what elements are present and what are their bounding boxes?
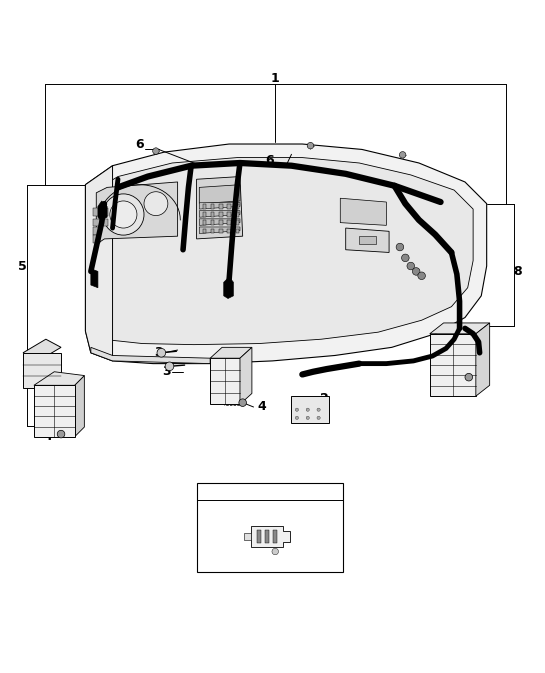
Bar: [219, 229, 222, 233]
Text: 4: 4: [257, 400, 266, 413]
Bar: [219, 221, 222, 225]
Bar: [197, 483, 343, 572]
Circle shape: [399, 151, 406, 158]
Circle shape: [239, 399, 246, 406]
Text: 2: 2: [319, 392, 329, 405]
Polygon shape: [91, 269, 98, 287]
Circle shape: [153, 148, 159, 154]
Text: 3: 3: [154, 347, 163, 359]
Polygon shape: [210, 347, 252, 358]
Circle shape: [144, 192, 168, 215]
Bar: [359, 236, 376, 244]
Text: 6: 6: [265, 153, 274, 167]
Circle shape: [306, 408, 310, 411]
Circle shape: [418, 272, 426, 279]
Polygon shape: [199, 227, 240, 234]
Bar: [101, 219, 108, 226]
Bar: [257, 530, 261, 543]
Bar: [203, 212, 207, 217]
Polygon shape: [86, 144, 487, 363]
Polygon shape: [251, 526, 290, 547]
Bar: [211, 221, 215, 225]
Text: 7: 7: [265, 485, 274, 498]
Text: 4: 4: [43, 430, 52, 444]
Polygon shape: [476, 323, 489, 396]
Bar: [244, 533, 251, 540]
Circle shape: [103, 194, 144, 235]
Bar: [211, 229, 215, 233]
Bar: [219, 212, 222, 217]
Circle shape: [110, 201, 137, 228]
Polygon shape: [223, 277, 233, 299]
Circle shape: [157, 349, 166, 357]
Polygon shape: [199, 211, 240, 217]
Bar: [93, 235, 100, 243]
Circle shape: [407, 262, 415, 270]
Polygon shape: [23, 339, 61, 361]
Bar: [273, 530, 277, 543]
Polygon shape: [86, 166, 113, 361]
Bar: [235, 204, 239, 209]
Text: 4: 4: [477, 365, 486, 378]
Polygon shape: [340, 199, 386, 225]
Bar: [235, 221, 239, 225]
Polygon shape: [430, 323, 489, 334]
Bar: [227, 212, 231, 217]
Text: 6: 6: [135, 137, 144, 151]
Polygon shape: [199, 203, 240, 209]
Bar: [227, 229, 231, 233]
Bar: [203, 221, 207, 225]
Bar: [235, 212, 239, 217]
Circle shape: [295, 416, 299, 419]
Circle shape: [396, 243, 404, 251]
Bar: [93, 227, 100, 235]
Bar: [93, 219, 100, 226]
Circle shape: [402, 254, 409, 262]
Circle shape: [317, 416, 320, 419]
Bar: [23, 353, 61, 388]
Polygon shape: [91, 347, 210, 363]
Bar: [211, 204, 215, 209]
Bar: [203, 229, 207, 233]
Bar: [101, 208, 108, 215]
Circle shape: [317, 408, 320, 411]
Circle shape: [307, 143, 314, 149]
Bar: [34, 386, 75, 437]
Bar: [292, 396, 329, 423]
Bar: [235, 229, 239, 233]
Circle shape: [295, 408, 299, 411]
Text: 5: 5: [17, 260, 26, 273]
Polygon shape: [98, 201, 107, 220]
Polygon shape: [96, 182, 178, 244]
Bar: [265, 530, 269, 543]
Polygon shape: [90, 157, 473, 345]
Text: 3: 3: [162, 365, 171, 378]
Polygon shape: [197, 176, 243, 239]
Polygon shape: [75, 376, 84, 437]
Polygon shape: [34, 371, 84, 386]
Circle shape: [306, 416, 310, 419]
Bar: [93, 208, 100, 215]
Bar: [210, 358, 240, 404]
Text: 1: 1: [271, 73, 280, 85]
Bar: [227, 204, 231, 209]
Polygon shape: [240, 347, 252, 404]
Bar: [430, 334, 476, 396]
Circle shape: [165, 362, 174, 371]
Circle shape: [465, 374, 473, 381]
Polygon shape: [346, 228, 389, 252]
Bar: [203, 204, 207, 209]
Bar: [211, 212, 215, 217]
Circle shape: [57, 430, 65, 438]
Circle shape: [272, 548, 278, 555]
Polygon shape: [199, 219, 240, 225]
Text: 8: 8: [513, 265, 522, 278]
Bar: [219, 204, 222, 209]
Circle shape: [413, 268, 420, 275]
Bar: [227, 221, 231, 225]
Polygon shape: [199, 184, 240, 204]
